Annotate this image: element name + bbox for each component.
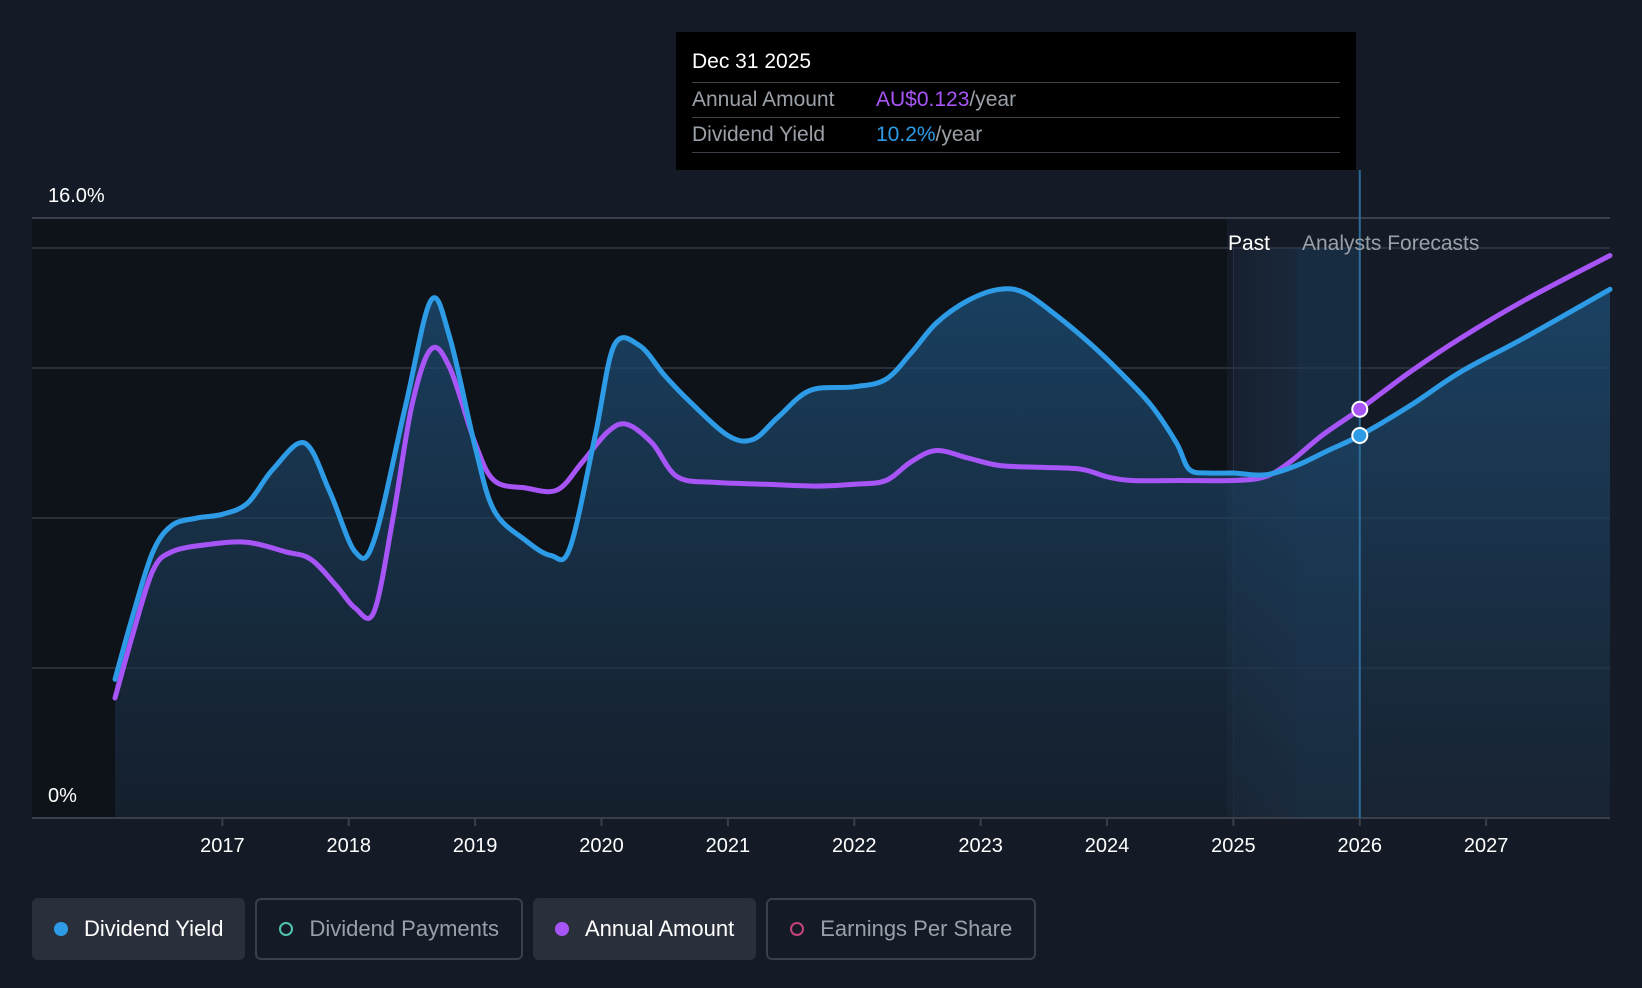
x-tick-label: 2027 xyxy=(1464,835,1509,857)
tooltip-label: Annual Amount xyxy=(692,88,835,111)
x-tick-label: 2019 xyxy=(453,835,498,857)
legend-annual-amount[interactable]: Annual Amount xyxy=(532,898,757,960)
tooltip-row-annual-amount: Annual Amount AU$0.123 /year xyxy=(692,83,1340,118)
x-tick-label: 2024 xyxy=(1085,835,1130,857)
x-tick-label: 2020 xyxy=(579,835,624,857)
x-tick-label: 2023 xyxy=(958,835,1003,857)
x-tick-label: 2026 xyxy=(1338,835,1383,857)
x-axis: 2017 2018 2019 2020 2021 2022 2023 2024 2025 2026… xyxy=(32,817,1610,857)
legend-label: Dividend Payments xyxy=(309,916,499,941)
dividend-yield-line xyxy=(112,286,1613,682)
x-tick-label: 2022 xyxy=(832,835,877,857)
x-tick-label: 2017 xyxy=(200,835,245,857)
y-tick-label-top: 16.0% xyxy=(48,185,105,207)
legend-dot-icon xyxy=(279,922,294,936)
legend-label: Earnings Per Share xyxy=(820,916,1013,941)
past-label: Past xyxy=(1228,232,1270,255)
tooltip-date: Dec 31 2025 xyxy=(692,46,1340,83)
annual-amount-marker xyxy=(1351,400,1369,418)
x-tick-label: 2021 xyxy=(706,835,751,857)
legend-earnings-per-share[interactable]: Earnings Per Share xyxy=(766,898,1037,960)
tooltip-value: AU$0.123 xyxy=(876,88,970,111)
legend-dot-icon xyxy=(554,922,569,936)
legend-dot-icon xyxy=(54,922,68,936)
tooltip-row-dividend-yield: Dividend Yield 10.2% /year xyxy=(692,118,1340,153)
chart-tooltip: Dec 31 2025 Annual Amount AU$0.123 /year… xyxy=(676,32,1356,170)
chart-legend: Dividend Yield Dividend Payments Annual … xyxy=(32,898,1046,960)
y-tick-label-bottom: 0% xyxy=(48,785,77,807)
legend-label: Dividend Yield xyxy=(84,916,224,941)
x-tick-label: 2018 xyxy=(327,835,372,857)
forecast-label: Analysts Forecasts xyxy=(1302,232,1479,255)
legend-label: Annual Amount xyxy=(584,916,735,941)
annual-amount-line xyxy=(112,253,1613,701)
cursor-markers xyxy=(1351,400,1369,444)
legend-dividend-yield[interactable]: Dividend Yield xyxy=(32,898,246,960)
dividend-yield-marker xyxy=(1351,427,1369,444)
legend-dividend-payments[interactable]: Dividend Payments xyxy=(255,898,523,960)
tooltip-value: 10.2% xyxy=(876,123,936,146)
dividend-yield-area xyxy=(114,288,1611,818)
tooltip-label: Dividend Yield xyxy=(692,123,826,146)
legend-dot-icon xyxy=(790,922,805,936)
tooltip-unit: /year xyxy=(935,123,983,146)
dividend-chart: 2017 2018 2019 2020 2021 2022 2023 2024 2025 2026… xyxy=(32,170,1613,857)
x-tick-label: 2025 xyxy=(1211,835,1256,857)
tooltip-unit: /year xyxy=(969,88,1017,111)
